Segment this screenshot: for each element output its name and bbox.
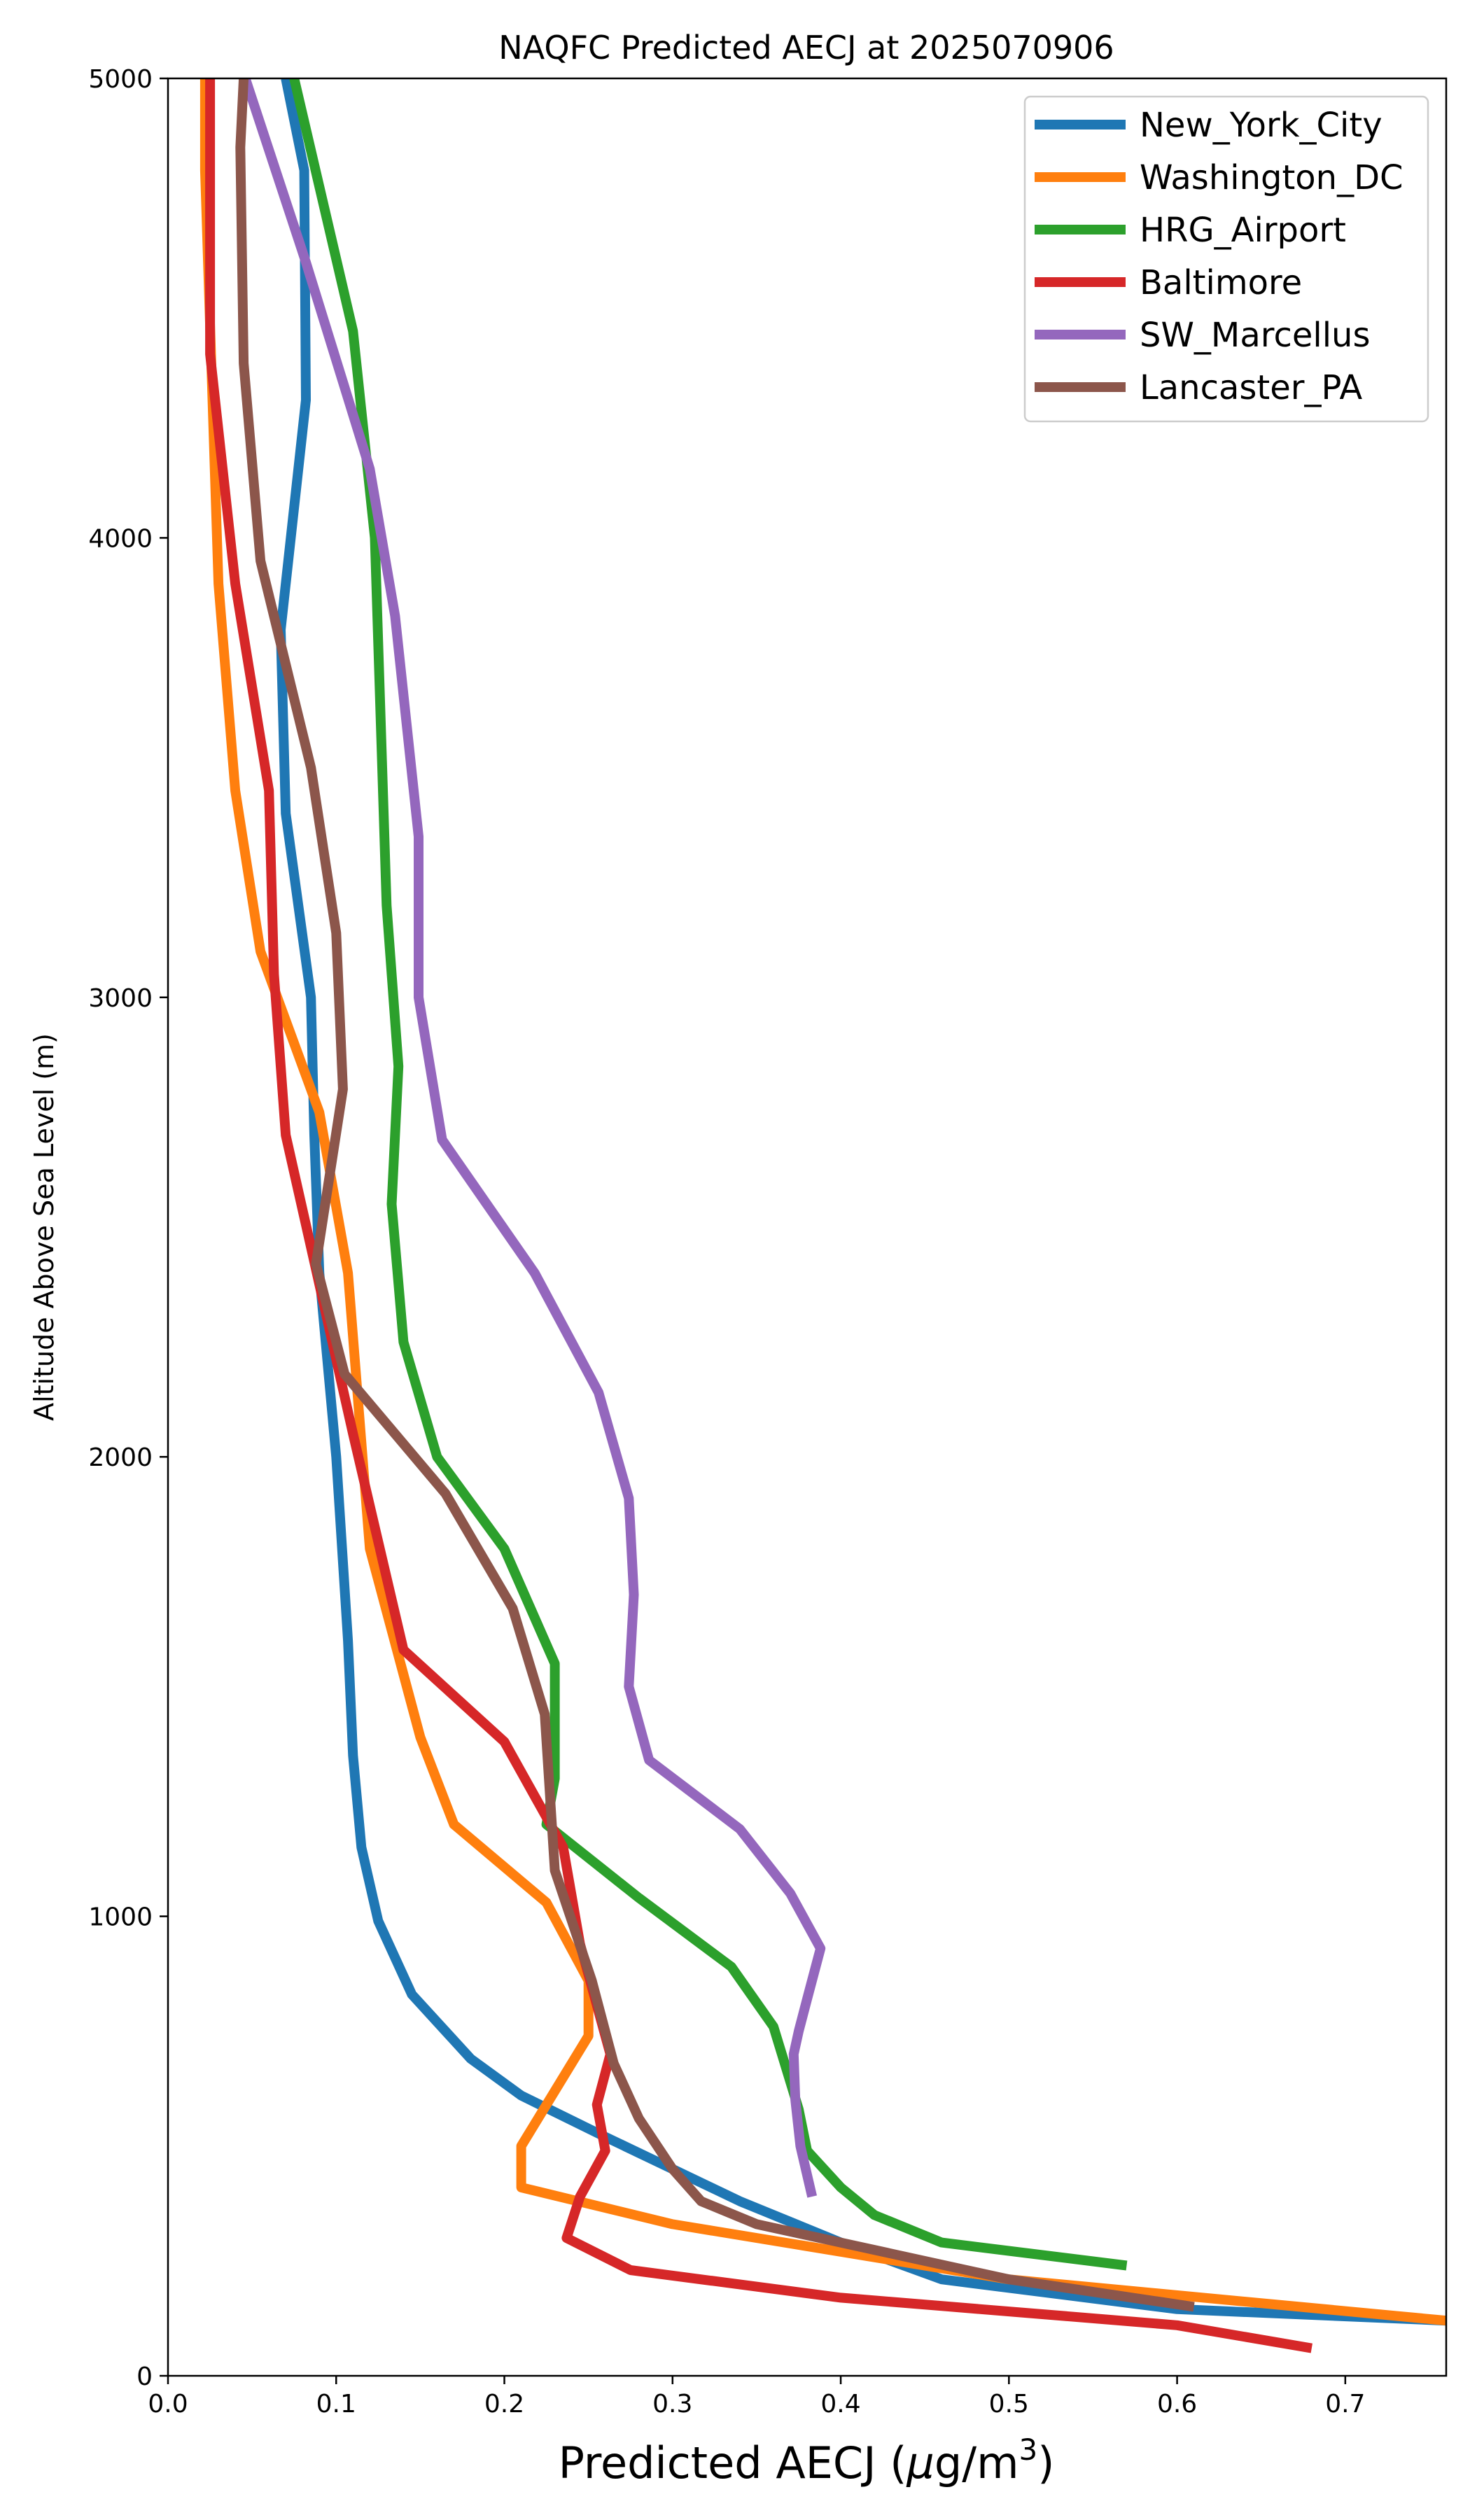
series-line-Washington_DC <box>200 78 1446 2326</box>
plot-frame <box>167 77 1448 2377</box>
x-axis-title-close: ) <box>1037 2437 1054 2488</box>
y-tick-label: 4000 <box>88 524 153 553</box>
x-tick-label: 0.5 <box>989 2390 1029 2418</box>
y-tick-label: 2000 <box>88 1443 153 1472</box>
legend-label-SW_Marcellus: SW_Marcellus <box>1140 316 1370 355</box>
legend: New_York_City Washington_DC HRG_Airport Bal… <box>1023 95 1429 423</box>
y-axis-ticks: 0 1000 2000 3000 4000 5000 <box>88 65 168 2391</box>
series-line-SW_Marcellus <box>240 78 826 2198</box>
x-tick-label: 0.4 <box>820 2390 860 2418</box>
series-line-HRG_Airport <box>289 78 1128 2271</box>
x-tick-label: 0.1 <box>316 2390 356 2418</box>
legend-label-HRG_Airport: HRG_Airport <box>1140 211 1346 250</box>
x-axis-title-main: Predicted AECJ ( <box>559 2437 907 2488</box>
y-tick-label: 3000 <box>88 984 153 1013</box>
y-tick-label: 0 <box>136 2362 153 2391</box>
series-line-Baltimore <box>205 78 1312 2353</box>
legend-label-Washington_DC: Washington_DC <box>1140 158 1404 197</box>
series-line-Lancaster_PA <box>235 78 1195 2312</box>
x-axis-ticks: 0.0 0.1 0.2 0.3 0.4 0.5 0.6 0.7 <box>148 2376 1365 2418</box>
x-axis-title-mu: μ <box>906 2437 934 2488</box>
y-tick-label: 1000 <box>88 1903 153 1932</box>
legend-label-New_York_City: New_York_City <box>1140 106 1382 145</box>
chart-title: NAQFC Predicted AECJ at 2025070906 <box>498 29 1114 66</box>
x-axis-title: Predicted AECJ (μg/m3) <box>559 2432 1055 2488</box>
x-tick-label: 0.6 <box>1157 2390 1197 2418</box>
x-axis-title-unit: g/m <box>934 2437 1019 2488</box>
x-tick-label: 0.3 <box>652 2390 692 2418</box>
x-tick-label: 0.0 <box>148 2390 188 2418</box>
y-axis-title: Altitude Above Sea Level (m) <box>29 1033 59 1421</box>
y-tick-label: 5000 <box>88 65 153 94</box>
legend-label-Lancaster_PA: Lancaster_PA <box>1140 368 1362 407</box>
x-tick-label: 0.2 <box>484 2390 524 2418</box>
x-axis-title-superscript: 3 <box>1018 2432 1037 2467</box>
series-line-New_York_City <box>276 78 1446 2326</box>
series-layer <box>200 78 1446 2353</box>
x-tick-label: 0.7 <box>1325 2390 1365 2418</box>
legend-label-Baltimore: Baltimore <box>1140 263 1302 302</box>
